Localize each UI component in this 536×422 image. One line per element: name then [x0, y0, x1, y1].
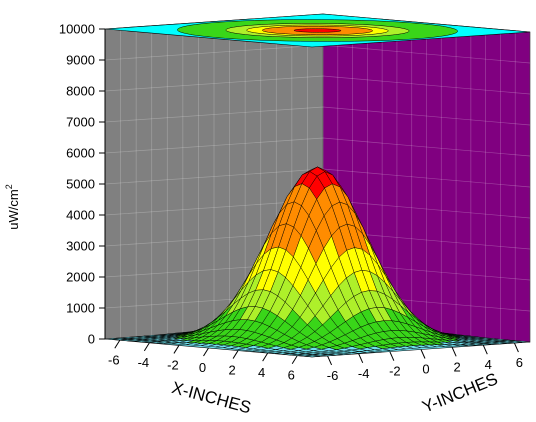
y-tick [421, 350, 425, 359]
y-tick-label: -6 [327, 368, 339, 383]
y-tick-label: 2 [454, 359, 461, 374]
x-axis-title: X-INCHES [170, 378, 253, 417]
y-tick-label: -4 [358, 366, 370, 381]
y-tick-label: 0 [422, 362, 429, 377]
y-tick-label: -2 [389, 364, 401, 379]
x-tick [204, 348, 209, 356]
z-tick-label: 8000 [66, 84, 95, 99]
y-tick [328, 356, 332, 365]
x-tick [263, 353, 268, 361]
x-tick [292, 356, 297, 364]
z-tick-label: 4000 [66, 208, 95, 223]
x-tick-label: 6 [288, 368, 295, 383]
z-axis-title: uW/cm2 [4, 184, 21, 229]
x-tick-label: 2 [228, 363, 235, 378]
x-tick-label: 4 [258, 365, 265, 380]
z-tick-label: 10000 [59, 22, 95, 37]
x-tick-label: -2 [167, 357, 179, 372]
z-tick-label: 7000 [66, 115, 95, 130]
z-tick-label: 3000 [66, 239, 95, 254]
x-tick [144, 343, 149, 351]
y-tick-label: 6 [516, 355, 523, 370]
x-tick [233, 351, 238, 359]
y-tick [483, 345, 487, 354]
x-tick [174, 345, 179, 353]
top-contour-ring [294, 29, 341, 33]
y-tick [514, 343, 518, 352]
z-tick-label: 5000 [66, 177, 95, 192]
y-tick [452, 347, 456, 356]
y-axis-title: Y-INCHES [419, 369, 500, 416]
y-tick [359, 354, 363, 363]
x-tick-label: -4 [138, 355, 150, 370]
z-tick-label: 1000 [66, 301, 95, 316]
z-tick-label: 0 [88, 332, 95, 347]
z-tick-label: 9000 [66, 53, 95, 68]
z-tick-label: 2000 [66, 270, 95, 285]
z-tick-label: 6000 [66, 146, 95, 161]
y-tick [390, 352, 394, 361]
x-tick [115, 340, 120, 348]
x-tick-label: -6 [108, 352, 120, 367]
x-tick-label: 0 [199, 360, 206, 375]
